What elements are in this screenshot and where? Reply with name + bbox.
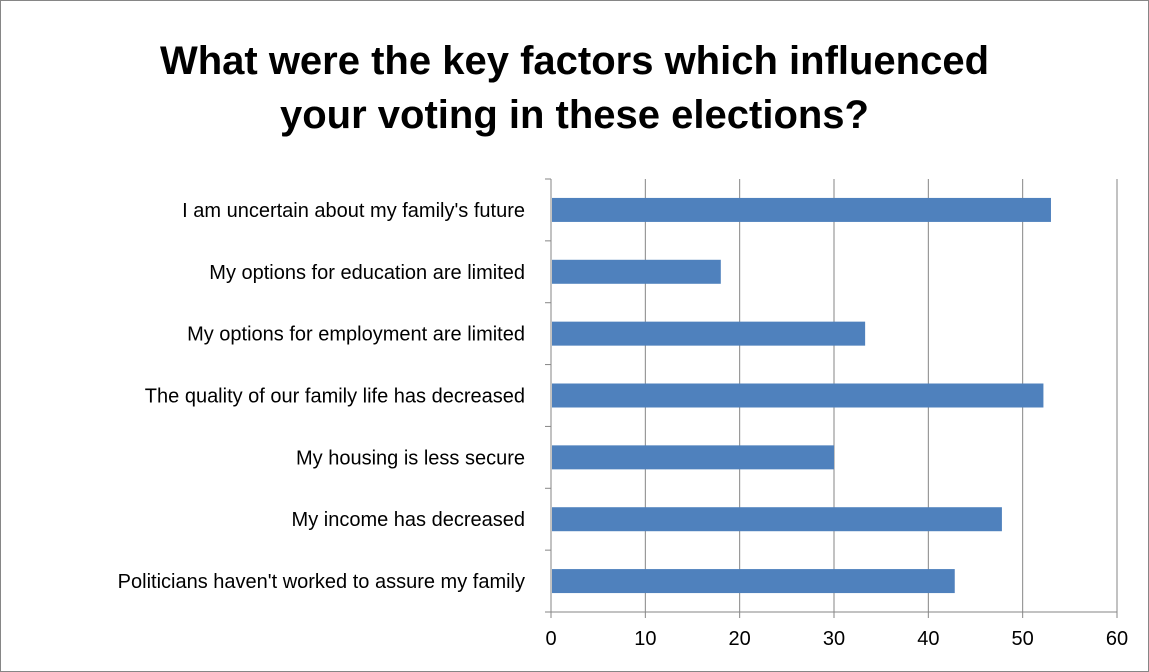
bar (552, 507, 1002, 532)
bar (552, 197, 1051, 222)
category-label: My options for employment are limited (187, 324, 525, 346)
category-label: Politicians haven't worked to assure my … (118, 571, 525, 593)
bar (552, 259, 721, 284)
axes (545, 178, 1118, 618)
labels: 0 10 20 30 40 50 60 I am uncertain about my fam… (118, 200, 1128, 650)
x-tick-label: 30 (823, 628, 845, 650)
category-label: My options for education are limited (209, 262, 525, 284)
bars (552, 197, 1051, 594)
chart-title-line-2: your voting in these elections? (280, 93, 869, 137)
bar (552, 321, 866, 346)
category-label: The quality of our family life has decre… (145, 386, 525, 408)
category-label: I am uncertain about my family's future (182, 200, 525, 222)
x-tick-label: 10 (634, 628, 656, 650)
x-tick-label: 40 (917, 628, 939, 650)
x-tick-label: 50 (1012, 628, 1034, 650)
bar (552, 569, 955, 594)
x-tick-label: 0 (545, 628, 556, 650)
category-label: My housing is less secure (296, 447, 525, 469)
x-tick-label: 60 (1106, 628, 1128, 650)
x-tick-label: 20 (729, 628, 751, 650)
chart-title: What were the key factors which influenc… (0, 34, 1149, 142)
chart-title-line-1: What were the key factors which influenc… (159, 39, 990, 83)
bar (552, 383, 1044, 408)
bar (552, 445, 834, 470)
category-label: My income has decreased (292, 509, 525, 531)
